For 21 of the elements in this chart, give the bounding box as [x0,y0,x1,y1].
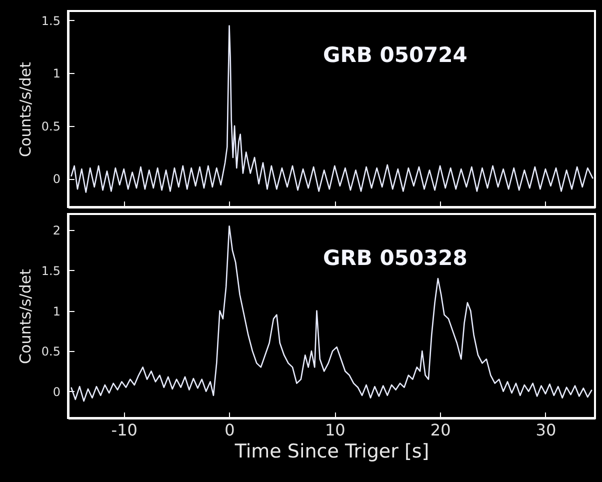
line-series [70,225,592,402]
y-tick-label: 0.5 [41,344,60,359]
x-axis-title: Time Since Triger [s] [234,440,430,462]
annotation: GRB 050724 [323,43,468,67]
line-series [70,25,594,193]
y-axis-title: Counts/s/det [16,62,34,157]
y-tick-label: 1 [52,304,60,318]
x-tick-label: -10 [111,420,138,440]
y-tick-label: 1 [52,66,60,81]
y-tick-label: 1.5 [41,14,60,28]
y-tick-label: 1.5 [41,264,60,278]
y-tick-label: 0 [52,384,60,399]
x-tick-label: 10 [324,420,346,440]
x-tick-label: 30 [536,420,556,440]
y-tick-label: 0.5 [41,119,60,134]
x-tick-label: 20 [430,420,451,440]
x-tick-label: 0 [224,420,235,440]
y-axis-title: Counts/s/det [16,268,34,364]
y-tick-label: 2 [52,224,60,238]
y-tick-label: 0 [52,172,60,186]
annotation: GRB 050328 [323,246,468,270]
